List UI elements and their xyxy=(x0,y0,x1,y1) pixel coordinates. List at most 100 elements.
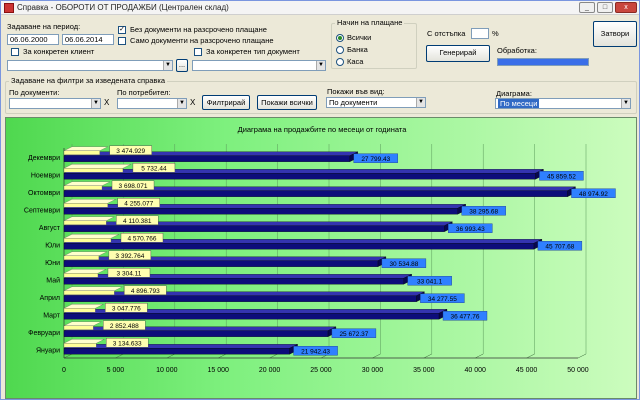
bar-light-top xyxy=(63,199,116,204)
data-label-box xyxy=(331,328,377,338)
bar-light-top xyxy=(63,304,104,309)
payment-option-all: Всички xyxy=(347,33,372,42)
bar-dark xyxy=(63,313,440,320)
data-label: 34 277.55 xyxy=(428,296,457,303)
client-filter-checkbox[interactable] xyxy=(11,48,19,56)
only-installment-label: Само документи на разсрочено плащане xyxy=(130,36,274,45)
grid-floor-line xyxy=(166,353,175,359)
data-label: 36 477.76 xyxy=(451,313,480,320)
data-label: 30 534.88 xyxy=(389,261,418,268)
date-from-field[interactable]: 06.06.2000 xyxy=(7,34,59,45)
filter-button[interactable]: Филтрирай xyxy=(202,95,250,110)
data-label-box xyxy=(353,153,398,163)
no-installment-label: Без документи на разсрочено плащане xyxy=(130,25,267,34)
doc-type-select[interactable]: ▼ xyxy=(192,60,326,71)
diagram-select[interactable]: По месеци ▼ xyxy=(495,98,631,109)
data-label-box xyxy=(407,276,452,286)
chart-title: Диаграма на продажбите по месеци от годи… xyxy=(238,125,408,134)
discount-field[interactable] xyxy=(471,28,489,39)
data-label: 3 392.764 xyxy=(115,253,144,260)
bar-dark xyxy=(63,173,536,180)
view-label: Покажи във вид: xyxy=(327,87,385,96)
no-installment-checkbox[interactable]: ✓ xyxy=(118,26,126,34)
bar-light xyxy=(63,220,107,225)
data-label-box xyxy=(293,346,338,356)
bar-light-top xyxy=(63,339,105,344)
payment-radio-bank[interactable] xyxy=(336,46,344,54)
bar-dark xyxy=(63,330,329,337)
doc-type-label: За конкретен тип документ xyxy=(206,47,300,56)
category-label: Август xyxy=(39,225,61,232)
data-label-box xyxy=(442,311,488,321)
generate-button[interactable]: Генерирай xyxy=(426,45,490,62)
view-select-value: По документи xyxy=(329,98,378,107)
close-window-button[interactable]: x xyxy=(615,2,637,13)
data-label-box xyxy=(420,293,465,303)
show-all-button[interactable]: Покажи всички xyxy=(257,95,317,110)
x-tick-label: 30 000 xyxy=(362,367,384,374)
grid-floor-line xyxy=(372,353,381,359)
window-title: Справка - ОБОРОТИ ОТ ПРОДАЖБИ (Централен… xyxy=(17,3,229,12)
category-label: Юни xyxy=(45,260,60,267)
data-label-box xyxy=(537,241,583,251)
data-label: 3 474.929 xyxy=(116,148,145,155)
payment-radio-cash[interactable] xyxy=(336,58,344,66)
diagram-select-value: По месеци xyxy=(498,99,540,108)
bar-light-top xyxy=(63,164,131,169)
category-label: Юли xyxy=(45,242,60,249)
clear-users-button[interactable]: X xyxy=(190,98,196,107)
doc-type-checkbox[interactable] xyxy=(194,48,202,56)
payment-title: Начин на плащане xyxy=(335,18,405,27)
clear-docs-button[interactable]: X xyxy=(104,98,110,107)
data-label-box xyxy=(117,198,160,208)
chevron-down-icon: ▼ xyxy=(316,61,325,70)
report-filters-title: Задаване на филтри за изведената справка xyxy=(9,76,168,85)
data-label-box xyxy=(105,303,148,313)
progress-fill xyxy=(498,59,588,65)
by-users-select[interactable]: ▼ xyxy=(117,98,187,109)
category-label: Декември xyxy=(28,155,60,162)
client-select[interactable]: ▼ xyxy=(7,60,173,71)
report-filters-groupbox xyxy=(5,81,637,114)
processing-progress-bar xyxy=(497,58,589,66)
data-label: 45 707.68 xyxy=(545,243,574,250)
by-docs-select[interactable]: ▼ xyxy=(9,98,101,109)
by-users-label: По потребител: xyxy=(117,88,171,97)
chevron-down-icon: ▼ xyxy=(163,61,172,70)
bar-dark xyxy=(63,243,535,250)
data-label-box xyxy=(106,338,149,348)
category-label: Януари xyxy=(36,347,60,354)
bar-dark xyxy=(63,208,458,215)
grid-floor-line xyxy=(269,353,278,359)
bar-light xyxy=(63,255,100,260)
date-to-field[interactable]: 06.06.2014 xyxy=(62,34,114,45)
bar-light-top xyxy=(63,181,111,186)
bar-dark-top xyxy=(63,344,298,349)
data-label-box xyxy=(103,320,146,330)
view-select[interactable]: По документи ▼ xyxy=(326,97,426,108)
maximize-button[interactable]: □ xyxy=(597,2,613,13)
app-icon xyxy=(4,3,14,13)
close-button[interactable]: Затвори xyxy=(593,21,637,47)
bar-light xyxy=(63,150,100,155)
minimize-button[interactable]: _ xyxy=(579,2,595,13)
grid-floor-line xyxy=(423,353,432,359)
x-tick-label: 5 000 xyxy=(107,367,125,374)
data-label: 38 295.68 xyxy=(469,208,498,215)
data-label: 3 134.633 xyxy=(113,340,142,347)
data-label: 36 993.43 xyxy=(456,226,485,233)
data-label-box xyxy=(448,223,493,233)
bar-dark xyxy=(63,295,417,302)
browse-client-button[interactable]: ... xyxy=(176,59,188,72)
sales-chart: Диаграма на продажбите по месеци от годи… xyxy=(24,125,616,374)
bar-light xyxy=(63,238,112,243)
data-label: 33 041.1 xyxy=(417,278,443,285)
only-installment-checkbox[interactable] xyxy=(118,37,126,45)
grid-floor-line xyxy=(577,353,587,359)
data-label-box xyxy=(111,180,155,190)
radio-selected-dot xyxy=(338,36,342,40)
title-bar: Справка - ОБОРОТИ ОТ ПРОДАЖБИ (Централен… xyxy=(1,1,639,15)
data-label: 48 974.92 xyxy=(579,191,608,198)
data-label: 4 110.381 xyxy=(123,218,152,225)
bar-dark xyxy=(63,190,568,197)
